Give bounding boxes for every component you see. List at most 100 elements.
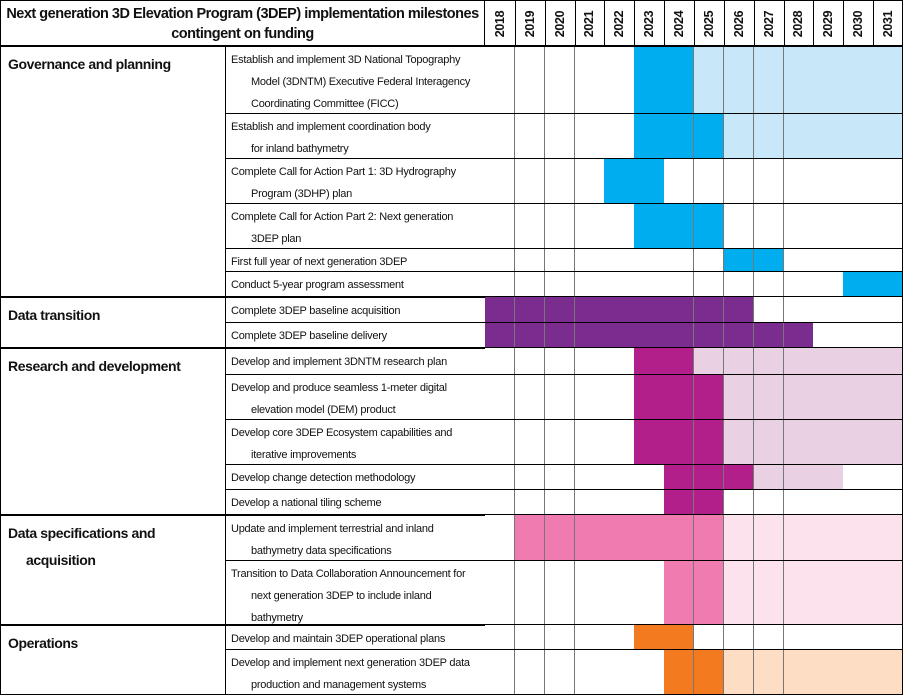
milestone-cell-2025 <box>694 248 725 271</box>
milestone-cell-2026 <box>723 113 755 158</box>
group-divider <box>0 514 903 516</box>
milestone-cell-2029 <box>813 348 844 374</box>
milestone-cell-2021 <box>574 297 605 322</box>
milestone-cell-2029 <box>813 464 844 489</box>
milestone-cell-2026 <box>723 419 755 464</box>
task-label: Complete 3DEP baseline acquisition <box>225 297 486 322</box>
milestone-cell-2023 <box>634 113 665 158</box>
milestone-cell-2021 <box>574 515 605 560</box>
task-label: Transition to Data Collaboration Announc… <box>225 560 486 625</box>
milestone-cell-2020 <box>544 649 576 695</box>
milestone-cell-2018 <box>485 113 516 158</box>
milestone-cell-2020 <box>544 248 576 271</box>
milestone-cell-2031 <box>873 419 903 464</box>
milestone-cell-2018 <box>485 625 516 649</box>
year-label: 2026 <box>731 10 746 37</box>
milestone-cell-2025 <box>694 113 725 158</box>
task-label: Develop change detection methodology <box>225 464 486 489</box>
milestone-cell-2028 <box>783 489 814 515</box>
milestone-cell-2031 <box>873 113 903 158</box>
task-text-line: 3DEP plan <box>251 233 302 245</box>
group-divider <box>0 296 903 298</box>
milestone-cell-2028 <box>783 46 814 113</box>
milestone-cell-2022 <box>604 248 635 271</box>
milestone-cell-2019 <box>514 46 546 113</box>
year-label: 2022 <box>612 10 627 37</box>
milestone-cell-2019 <box>514 374 546 419</box>
milestone-cell-2025 <box>694 515 725 560</box>
row-divider <box>225 489 903 490</box>
milestone-cell-2022 <box>604 113 635 158</box>
milestone-cell-2021 <box>574 271 605 297</box>
task-label: Develop a national tiling scheme <box>225 489 486 515</box>
milestone-cell-2021 <box>574 203 605 248</box>
year-header-2028: 2028 <box>783 0 815 47</box>
milestone-cell-2026 <box>723 625 755 649</box>
task-text-line: Update and implement terrestrial and inl… <box>231 523 434 535</box>
category-data-specifications-and-acquisition: Data specifications and acquisition <box>0 515 226 625</box>
year-header-2025: 2025 <box>694 0 725 47</box>
milestone-cell-2029 <box>813 625 844 649</box>
task-label: Develop and implement 3DNTM research pla… <box>225 348 486 374</box>
milestone-cell-2019 <box>514 158 546 203</box>
milestone-cell-2029 <box>813 271 844 297</box>
task-text-line: bathymetry data specifications <box>251 545 392 557</box>
task-text-line: production and management systems <box>251 679 427 691</box>
milestone-cell-2018 <box>485 297 516 322</box>
milestone-cell-2030 <box>843 248 874 271</box>
milestone-cell-2021 <box>574 560 605 625</box>
milestone-cell-2027 <box>753 489 785 515</box>
milestone-cell-2030 <box>843 374 874 419</box>
milestone-cell-2031 <box>873 560 903 625</box>
milestone-cell-2030 <box>843 297 874 322</box>
milestone-cell-2018 <box>485 322 516 348</box>
task-text-line: Develop and implement next generation 3D… <box>231 657 470 669</box>
milestone-cell-2020 <box>544 515 576 560</box>
year-header-2024: 2024 <box>664 0 695 47</box>
milestone-cell-2029 <box>813 248 844 271</box>
milestone-cell-2026 <box>723 515 755 560</box>
milestone-cell-2031 <box>873 271 903 297</box>
task-label: Complete Call for Action Part 1: 3D Hydr… <box>225 158 486 203</box>
year-label: 2029 <box>821 10 836 37</box>
milestone-cell-2020 <box>544 625 576 649</box>
milestone-cell-2026 <box>723 464 755 489</box>
milestone-cell-2025 <box>694 348 725 374</box>
milestone-cell-2030 <box>843 203 874 248</box>
milestone-cell-2028 <box>783 419 814 464</box>
year-header-2018: 2018 <box>485 0 516 47</box>
task-text-line: Develop and implement 3DNTM research pla… <box>231 356 447 368</box>
task-text-line: next generation 3DEP to include inland <box>251 590 432 602</box>
category-label: Operations <box>8 635 78 651</box>
milestone-cell-2021 <box>574 348 605 374</box>
milestone-cell-2022 <box>604 464 635 489</box>
milestone-cell-2020 <box>544 464 576 489</box>
milestone-cell-2025 <box>694 46 725 113</box>
year-label: 2023 <box>642 10 657 37</box>
milestone-cell-2019 <box>514 489 546 515</box>
milestone-cell-2028 <box>783 515 814 560</box>
task-label: Update and implement terrestrial and inl… <box>225 515 486 560</box>
milestone-cell-2024 <box>664 560 695 625</box>
milestone-cell-2021 <box>574 113 605 158</box>
row-divider <box>225 649 903 650</box>
milestone-cell-2024 <box>664 113 695 158</box>
milestone-cell-2024 <box>664 649 695 695</box>
group-divider <box>0 45 903 47</box>
milestone-cell-2028 <box>783 203 814 248</box>
task-label: Conduct 5-year program assessment <box>225 271 486 297</box>
milestone-cell-2020 <box>544 374 576 419</box>
task-label: Develop and maintain 3DEP operational pl… <box>225 625 486 649</box>
milestone-cell-2028 <box>783 560 814 625</box>
row-divider <box>225 271 903 272</box>
milestone-cell-2028 <box>783 322 814 348</box>
milestone-cell-2028 <box>783 625 814 649</box>
milestone-cell-2029 <box>813 649 844 695</box>
milestone-cell-2024 <box>664 297 695 322</box>
milestone-cell-2027 <box>753 297 785 322</box>
milestone-cell-2027 <box>753 625 785 649</box>
milestone-cell-2030 <box>843 625 874 649</box>
milestone-cell-2029 <box>813 297 844 322</box>
year-header-2031: 2031 <box>873 0 903 47</box>
milestone-cell-2019 <box>514 203 546 248</box>
